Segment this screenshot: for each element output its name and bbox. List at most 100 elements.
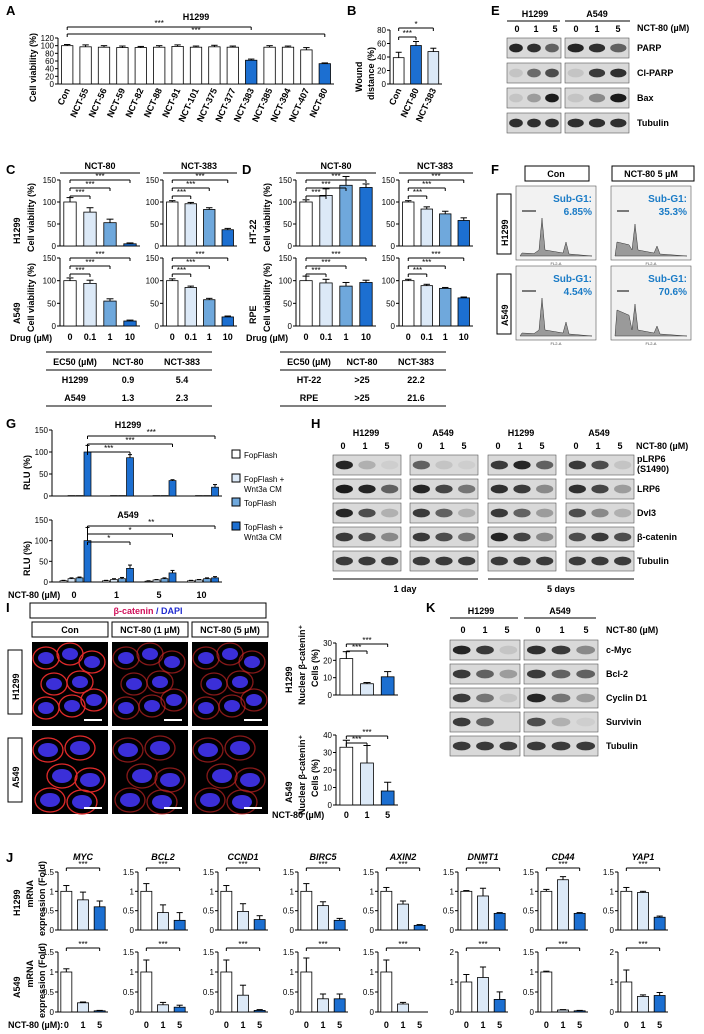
blot-k-cell-line: H1299 — [468, 606, 495, 616]
chart-C-xtick-label: 0 — [67, 332, 72, 342]
blot-k-band — [476, 717, 494, 727]
flow-row-frame — [496, 193, 512, 255]
blot-h-time-label: 1 day — [393, 584, 416, 594]
significance-stars: ** — [148, 518, 154, 527]
chart-j-xtick-label: 1 — [160, 1020, 165, 1030]
blot-h-dose: 0 — [417, 441, 422, 451]
chart-a-ytick-label: 60 — [45, 57, 54, 66]
significance-stars: *** — [321, 180, 330, 189]
chart-g-bar — [126, 568, 134, 583]
microscopy-nucleus — [166, 694, 182, 706]
blot-e-band — [588, 118, 606, 128]
chart-a-ytick-label: 100 — [41, 42, 55, 51]
microscopy-nucleus — [240, 773, 260, 787]
chart-g-ytick-label: 150 — [35, 516, 49, 525]
chart-C-bar — [83, 211, 97, 247]
chart-C-bar — [63, 280, 77, 327]
chart-j-xtick-label: 1 — [320, 1020, 325, 1030]
chart-j-xtick-label: 1 — [80, 1020, 85, 1030]
chart-D-bar — [457, 220, 470, 247]
chart-C-ytick-label: 50 — [150, 220, 159, 229]
table-cell: >25 — [354, 375, 369, 385]
blot-h-band — [358, 532, 376, 542]
significance-stars: *** — [85, 180, 94, 189]
chart-j-xtick-label: 1 — [240, 1020, 245, 1030]
microscopy-membrane — [32, 646, 60, 670]
significance-stars: *** — [398, 860, 407, 869]
microscopy-nucleus — [206, 678, 222, 690]
chart-D-ytick-label: 50 — [386, 299, 395, 308]
chart-g-bar — [126, 457, 134, 497]
microscopy-nucleus — [72, 795, 92, 809]
chart-i-bar — [360, 762, 374, 806]
significance-stars: * — [107, 534, 110, 543]
chart-D-bar — [359, 187, 373, 247]
microscopy-nucleus — [152, 795, 172, 809]
significance-stars: *** — [186, 180, 195, 189]
table-cell: 2.3 — [176, 393, 189, 403]
chart-j-ytick-label: 1.5 — [523, 868, 535, 877]
chart-j-bar — [573, 1010, 586, 1013]
chart-g-ytick-label: 150 — [35, 426, 49, 435]
blot-k-strip — [523, 711, 599, 733]
microscopy-nucleus — [230, 741, 250, 755]
chart-j-ytick-label: 1 — [130, 887, 135, 896]
chart-j-ytick-label: 2 — [610, 948, 615, 957]
chart-D-bar — [439, 287, 452, 327]
blot-h-band — [490, 508, 508, 518]
chart-b-ytick-label: 20 — [377, 67, 386, 76]
chart-j-ytick-label: 1 — [370, 887, 375, 896]
blot-e-dose: 1 — [594, 24, 599, 34]
blot-h-dose: 1 — [595, 441, 600, 451]
microscopy-membrane — [240, 688, 268, 712]
table-cell: 0.9 — [122, 375, 135, 385]
microscopy-nucleus — [118, 743, 138, 757]
chart-j-ytick-label: 1 — [610, 887, 615, 896]
blot-h-band — [435, 556, 453, 566]
significance-stars: *** — [311, 266, 320, 275]
chart-g-ylabel: RLU (%) — [22, 541, 32, 576]
chart-i-ytick-label: 20 — [323, 766, 332, 775]
chart-C-ylabel: Cell viability (%) — [26, 183, 36, 252]
chart-a-xtick-label: Con — [56, 87, 72, 107]
chart-j-bar — [637, 892, 649, 931]
chart-g-bar — [195, 579, 203, 583]
chart-b-bar — [427, 51, 440, 85]
chart-C-ytick-label: 0 — [52, 322, 57, 331]
chart-j-bar — [637, 996, 649, 1013]
chart-i-xtick-label: 0 — [344, 810, 349, 820]
microscopy-membrane — [138, 694, 166, 718]
chart-j-ytick-label: 0 — [290, 926, 295, 935]
microscopy-nucleus — [198, 743, 218, 757]
blot-k-dose-unit: NCT-80 (µM) — [606, 625, 658, 635]
blot-h-band — [458, 484, 476, 494]
chart-a-bar — [189, 46, 203, 85]
blot-k-band — [576, 741, 596, 751]
blot-e-band — [527, 93, 541, 103]
blot-e-band — [588, 93, 606, 103]
flow-histogram — [614, 303, 688, 337]
chart-j-ytick-label: 0.5 — [363, 988, 375, 997]
chart-C-ytick-label: 50 — [47, 299, 56, 308]
chart-b-ytick-label: 0 — [382, 80, 387, 89]
microscopy-nucleus — [224, 700, 240, 712]
chart-D-ytick-label: 50 — [283, 220, 292, 229]
chart-b-bar — [410, 45, 422, 85]
chart-a-bar — [245, 59, 258, 85]
chart-g-xtick-label: 1 — [114, 590, 119, 600]
blot-k-cell-line: A549 — [549, 606, 571, 616]
microscopy-nucleus — [118, 702, 134, 714]
blot-h-band — [568, 532, 586, 542]
blot-h-band — [591, 508, 609, 518]
blot-e-band — [527, 68, 541, 78]
blot-k-band — [576, 717, 596, 727]
chart-i-bar — [380, 676, 395, 696]
blot-k-band — [452, 693, 471, 703]
chart-C-xtick-label: 0.1 — [184, 332, 197, 342]
microscopy-nucleus — [150, 741, 170, 755]
blot-h-band — [536, 556, 554, 566]
microscopy-nucleus — [144, 700, 160, 712]
chart-j-bar — [620, 890, 633, 931]
legend-swatch — [231, 449, 241, 459]
